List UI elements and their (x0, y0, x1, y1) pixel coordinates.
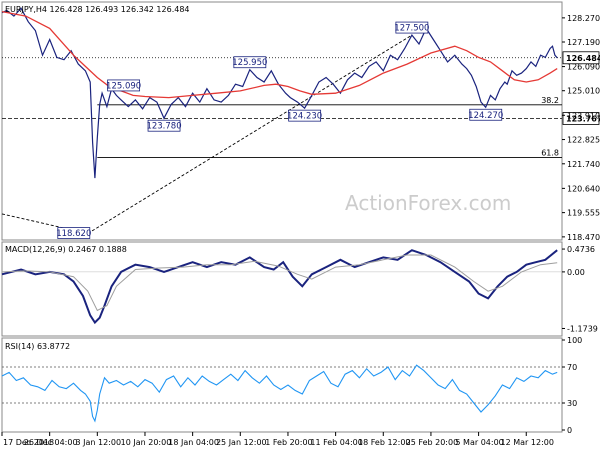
price-annotation-box (395, 21, 429, 34)
price-annotation-box (147, 119, 181, 132)
rsi-line (1, 364, 558, 423)
price-annotation: 124.270 (468, 111, 503, 121)
price-annotation: 124.230 (287, 112, 322, 122)
price-annotation-box (233, 56, 267, 69)
x-tick-label: 25 Jan 12:00 (216, 438, 267, 447)
price-y-tick-label: 120.640 (567, 184, 600, 193)
price-annotation-box (469, 108, 503, 121)
rsi-y-tick-label: 0 (567, 426, 572, 435)
macd-title: MACD(12,26,9) 0.2467 0.1888 (5, 245, 127, 254)
price-annotation: 127.500 (394, 24, 429, 34)
rsi-title: RSI(14) 63.8772 (5, 342, 70, 351)
rsi-y-tick-label: 30 (567, 399, 577, 408)
x-tick-label: 1 Feb 20:00 (265, 438, 312, 447)
price-y-tick-label: 121.740 (567, 160, 600, 169)
x-tick-label: 12 Mar 12:00 (501, 438, 554, 447)
price-y-tick-label: 119.555 (567, 209, 600, 218)
x-tick-label: 26 Dec 04:00 (24, 438, 78, 447)
moving-average-line (1, 10, 558, 99)
price-y-tick-label: 122.825 (567, 136, 600, 145)
price-annotation: 125.090 (106, 81, 141, 91)
price-line (1, 7, 558, 179)
x-tick-label: 25 Feb 20:00 (406, 438, 458, 447)
rsi-y-tick-label: 70 (567, 363, 577, 372)
price-y-tick-label: 127.190 (567, 38, 600, 47)
price-annotation-box (107, 79, 141, 92)
price-y-tick-label: 125.010 (567, 87, 600, 96)
price-panel-frame (1, 1, 563, 241)
x-tick-label: 3 Jan 12:00 (76, 438, 122, 447)
x-tick-label: 17 Dec 2018 (3, 438, 54, 447)
macd-y-tick-label: 0.4736 (567, 245, 595, 254)
macd-panel: 0.4736 0.00 -1.1739 MACD(12,26,9) 0.2467 0… (1, 241, 598, 337)
price-annotation: 123.780 (146, 122, 181, 132)
level-label: 123.767 (566, 114, 600, 123)
price-annotation-box (288, 109, 322, 122)
trendline (87, 34, 413, 234)
price-y-tick-label: 126.090 (567, 63, 600, 72)
price-panel: 38.2 61.8 118.470 119.555 120.640 121.740 122.… (1, 1, 600, 242)
x-tick-label: 11 Feb 04:00 (310, 438, 362, 447)
rsi-y-tick-label: 100 (567, 336, 582, 345)
fib-level-label: 38.2 (541, 96, 559, 105)
macd-y-tick-label: 0.00 (567, 268, 585, 277)
price-y-tick-label: 123.910 (567, 111, 600, 120)
price-y-tick-label: 128.270 (567, 14, 600, 23)
rsi-panel: 100 70 30 0 RSI(14) 63.8772 (1, 336, 582, 435)
x-tick-label: 18 Jan 04:00 (168, 438, 219, 447)
level-box (562, 51, 600, 65)
macd-panel-frame (1, 241, 563, 337)
fib-level-label: 61.8 (541, 149, 559, 158)
x-tick-label: 18 Feb 12:00 (358, 438, 410, 447)
level-box (562, 112, 600, 125)
rsi-panel-frame (1, 337, 563, 433)
signal-line (1, 254, 558, 312)
x-tick-label: 10 Jan 20:00 (121, 438, 172, 447)
watermark: ActionForex.com (345, 191, 511, 215)
macd-y-tick-label: -1.1739 (567, 324, 598, 333)
x-tick-label: 5 Mar 04:00 (455, 438, 503, 447)
price-annotation: 125.950 (232, 58, 267, 68)
price-annotation-box (57, 227, 91, 239)
level-label: 126.484 (566, 54, 600, 63)
price-annotation: 118.620 (56, 229, 91, 239)
price-y-tick-label: 118.470 (567, 233, 600, 242)
price-title: EURJPY,H4 126.428 126.493 126.342 126.48… (5, 5, 190, 14)
